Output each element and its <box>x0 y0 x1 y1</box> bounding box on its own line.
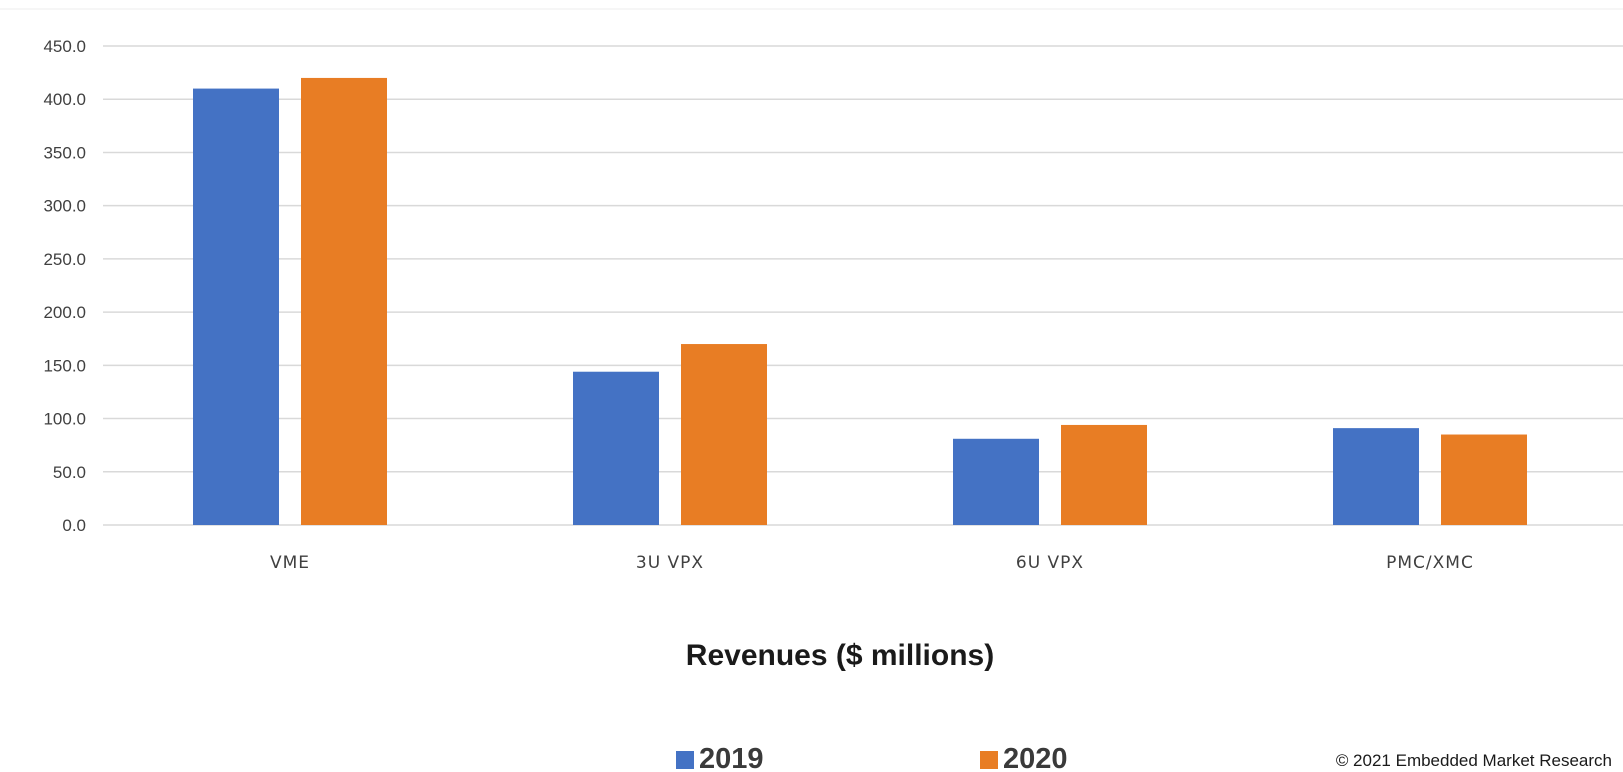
bar-2019-3u-vpx <box>573 372 659 525</box>
bars <box>193 78 1527 525</box>
y-tick-label: 250.0 <box>43 250 86 269</box>
y-tick-label: 300.0 <box>43 197 86 216</box>
legend-label-2020: 2020 <box>1003 743 1068 772</box>
y-tick-label: 100.0 <box>43 410 86 429</box>
bar-2020-vme <box>301 78 387 525</box>
y-axis-ticks: 0.0 50.0 100.0 150.0 200.0 250.0 300.0 350.0 400… <box>43 37 86 535</box>
x-axis-categories: VME 3U VPX 6U VPX PMC/XMC <box>270 553 1474 573</box>
bar-2020-3u-vpx <box>681 344 767 525</box>
legend-label-2019: 2019 <box>699 743 764 772</box>
x-category-label: PMC/XMC <box>1386 553 1474 573</box>
bar-2019-vme <box>193 89 279 525</box>
x-category-label: 3U VPX <box>636 553 704 573</box>
x-axis-title: Revenues ($ millions) <box>686 639 994 672</box>
y-tick-label: 450.0 <box>43 37 86 56</box>
legend: 2019 2020 <box>676 743 1068 772</box>
legend-swatch-2019 <box>676 751 694 769</box>
y-tick-label: 0.0 <box>62 516 86 535</box>
y-tick-label: 50.0 <box>53 463 86 482</box>
bar-2019-pmc-xmc <box>1333 428 1419 525</box>
y-tick-label: 350.0 <box>43 143 86 162</box>
y-tick-label: 200.0 <box>43 303 86 322</box>
bar-2020-6u-vpx <box>1061 425 1147 525</box>
y-tick-label: 400.0 <box>43 90 86 109</box>
x-category-label: VME <box>270 553 310 573</box>
bar-2019-6u-vpx <box>953 439 1039 525</box>
copyright-credit: © 2021 Embedded Market Research <box>1336 751 1612 770</box>
x-category-label: 6U VPX <box>1016 553 1084 573</box>
bar-2020-pmc-xmc <box>1441 435 1527 525</box>
legend-swatch-2020 <box>980 751 998 769</box>
y-tick-label: 150.0 <box>43 356 86 375</box>
